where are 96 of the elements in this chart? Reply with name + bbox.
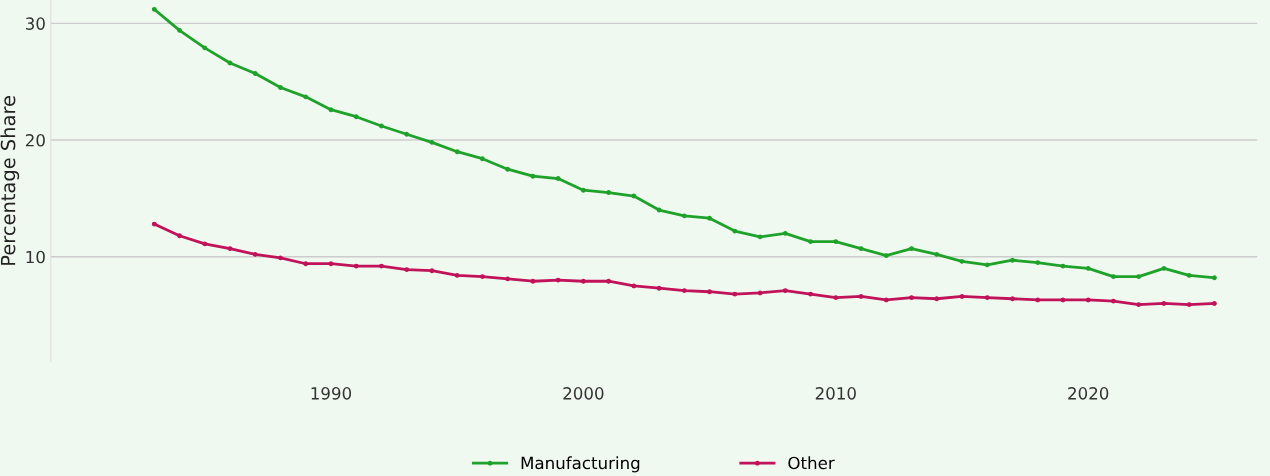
point — [202, 241, 208, 247]
point — [404, 131, 410, 137]
point — [1186, 272, 1192, 278]
point — [530, 278, 536, 284]
point — [1085, 297, 1091, 303]
point — [1136, 274, 1142, 280]
point — [606, 278, 612, 284]
point — [1010, 296, 1015, 302]
point — [984, 262, 990, 268]
point — [328, 107, 334, 113]
y-tick-label: 20 — [25, 134, 45, 147]
point — [505, 166, 511, 172]
point — [732, 291, 738, 297]
point — [959, 293, 965, 299]
point — [934, 251, 940, 257]
point — [177, 233, 182, 239]
y-tick-label: 30 — [26, 17, 45, 30]
point — [757, 290, 763, 296]
point — [454, 149, 460, 155]
point — [530, 173, 536, 179]
point — [151, 221, 157, 227]
point — [555, 277, 561, 283]
point — [782, 288, 788, 294]
point — [1161, 265, 1167, 271]
point — [1211, 275, 1217, 281]
point — [808, 239, 813, 244]
point — [328, 261, 334, 267]
point — [404, 267, 410, 273]
point — [278, 255, 283, 261]
point — [757, 234, 763, 240]
point — [631, 283, 637, 289]
point — [1060, 297, 1066, 303]
point — [479, 156, 485, 162]
point — [681, 288, 687, 294]
point — [227, 60, 233, 66]
point — [1060, 263, 1066, 269]
point — [177, 27, 182, 33]
point — [278, 85, 283, 90]
point — [707, 289, 713, 295]
point — [833, 295, 839, 301]
point — [883, 297, 889, 303]
y-tick-label: 10 — [26, 250, 45, 264]
y-axis-title: Percentage Share — [0, 96, 20, 265]
point — [934, 296, 940, 302]
point — [379, 123, 384, 129]
point — [909, 295, 914, 301]
x-tick-label: 2000 — [563, 387, 604, 400]
point — [707, 215, 713, 221]
point — [883, 253, 889, 258]
point — [303, 261, 309, 267]
point — [858, 293, 864, 299]
point — [227, 246, 233, 251]
point — [606, 190, 612, 195]
point — [479, 274, 485, 280]
point — [631, 193, 637, 199]
point — [1110, 274, 1116, 280]
point — [1010, 257, 1015, 263]
point — [580, 278, 586, 284]
legend-label: Manufacturing — [521, 456, 640, 473]
point — [732, 228, 738, 234]
point — [1035, 260, 1041, 265]
point — [429, 268, 435, 274]
point — [353, 114, 359, 120]
point — [1211, 300, 1217, 306]
point — [505, 276, 511, 282]
point — [858, 246, 864, 251]
point — [454, 272, 460, 278]
point — [555, 176, 561, 181]
point — [833, 239, 839, 244]
point — [1186, 302, 1192, 308]
point — [808, 291, 813, 297]
point — [379, 263, 384, 269]
point — [252, 251, 258, 257]
point — [1035, 297, 1041, 303]
point — [580, 187, 586, 193]
point — [429, 139, 435, 145]
x-tick-label: 2020 — [1068, 387, 1109, 400]
point — [984, 295, 990, 301]
point — [1161, 300, 1167, 306]
point — [909, 246, 914, 251]
point — [1085, 265, 1091, 271]
point — [1136, 302, 1142, 308]
point — [353, 263, 359, 269]
x-tick-label: 2010 — [815, 387, 856, 400]
point — [681, 213, 687, 219]
point — [1110, 298, 1116, 304]
point — [303, 94, 309, 100]
point — [202, 45, 208, 51]
point — [656, 285, 662, 291]
x-tick-label: 1990 — [311, 387, 352, 400]
legend-label: Other — [788, 456, 835, 470]
point — [656, 207, 662, 213]
point — [782, 230, 788, 236]
point — [151, 6, 157, 12]
point — [959, 258, 965, 264]
point — [252, 71, 258, 76]
